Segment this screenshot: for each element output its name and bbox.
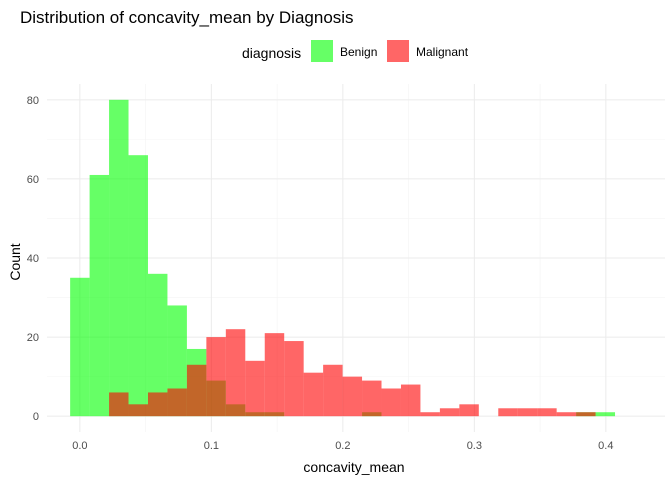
- x-tick-label: 0.3: [467, 440, 482, 452]
- y-tick-label: 80: [27, 95, 39, 107]
- x-axis-title: concavity_mean: [303, 459, 404, 475]
- bar-benign: [89, 174, 110, 417]
- legend-title: diagnosis: [242, 45, 301, 61]
- bar-malignant: [517, 408, 538, 417]
- bar-malignant: [264, 333, 285, 417]
- bar-malignant: [556, 412, 577, 417]
- legend: diagnosis Benign Malignant: [242, 40, 469, 62]
- legend-label-malignant: Malignant: [416, 45, 469, 59]
- bar-benign: [70, 277, 90, 417]
- y-tick-label: 20: [27, 332, 39, 344]
- bars: [70, 99, 616, 417]
- bar-malignant: [206, 337, 226, 417]
- bar-malignant: [381, 388, 401, 417]
- y-tick-label: 40: [27, 253, 39, 265]
- bar-malignant: [537, 408, 557, 417]
- y-axis-ticks: 0 20 40 60 80: [27, 95, 39, 423]
- bar-malignant: [362, 380, 382, 417]
- bar-benign: [128, 155, 148, 417]
- bar-malignant: [420, 412, 440, 417]
- plot-panel: [47, 84, 665, 432]
- x-tick-label: 0.0: [72, 440, 87, 452]
- x-axis-ticks: 0.0 0.1 0.2 0.3 0.4: [72, 440, 613, 452]
- x-tick-label: 0.2: [335, 440, 350, 452]
- bar-malignant: [459, 404, 479, 417]
- bar-benign: [595, 412, 616, 417]
- bar-malignant: [498, 408, 518, 417]
- bar-malignant: [284, 341, 304, 417]
- bar-malignant: [439, 408, 460, 417]
- legend-label-benign: Benign: [340, 45, 377, 59]
- bar-malignant: [109, 392, 129, 417]
- bar-malignant: [147, 392, 168, 417]
- bar-benign: [147, 273, 168, 417]
- legend-key-malignant: [387, 40, 409, 62]
- bar-malignant: [186, 364, 207, 417]
- y-tick-label: 0: [33, 411, 39, 423]
- x-tick-label: 0.1: [204, 440, 219, 452]
- y-tick-label: 60: [27, 174, 39, 186]
- y-axis-title: Count: [7, 243, 23, 280]
- bar-malignant: [576, 412, 596, 417]
- legend-key-benign: [311, 40, 333, 62]
- bar-malignant: [400, 384, 421, 417]
- bar-malignant: [245, 360, 265, 417]
- bar-malignant: [303, 372, 324, 417]
- bar-benign: [109, 99, 129, 417]
- bar-malignant: [342, 376, 363, 417]
- bar-malignant: [128, 404, 148, 417]
- bar-malignant: [225, 329, 246, 417]
- bar-malignant: [323, 364, 343, 417]
- chart-title: Distribution of concavity_mean by Diagno…: [20, 8, 354, 27]
- bar-malignant: [167, 388, 187, 417]
- x-tick-label: 0.4: [598, 440, 613, 452]
